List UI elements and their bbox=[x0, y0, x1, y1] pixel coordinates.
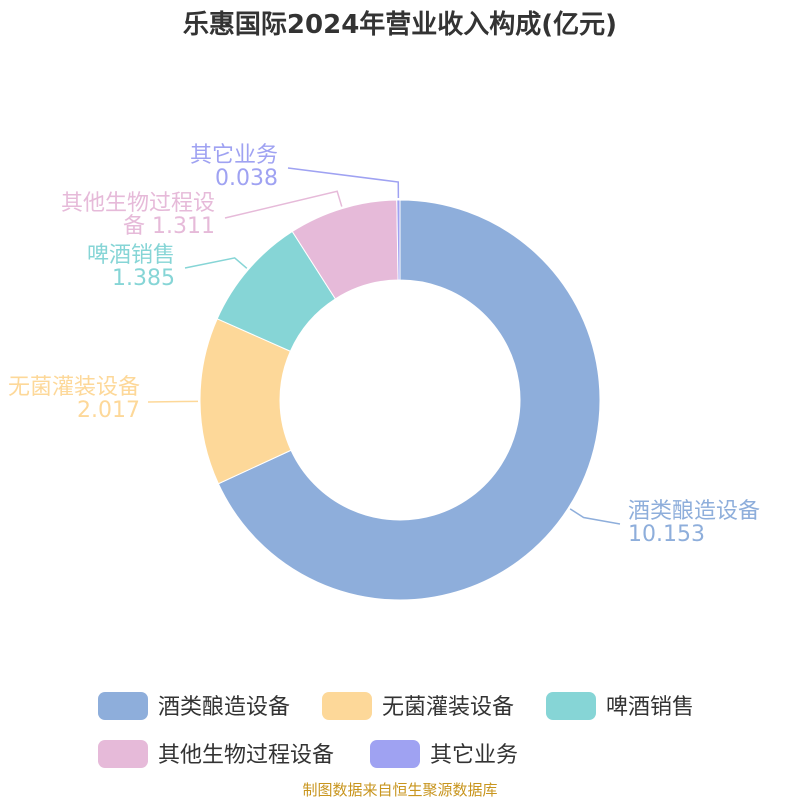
slice-3-label-value: 1.385 bbox=[112, 266, 175, 291]
legend-swatch bbox=[322, 692, 372, 720]
legend-label: 无菌灌装设备 bbox=[382, 695, 514, 720]
chart-title: 乐惠国际2024年营业收入构成(亿元) bbox=[183, 9, 617, 40]
legend-label: 啤酒销售 bbox=[606, 695, 694, 720]
slice-5-label-name: 其它业务 bbox=[190, 143, 278, 168]
slice-1-label-value: 10.153 bbox=[628, 522, 705, 547]
slice-2-leader-line bbox=[147, 400, 199, 403]
slice-1-label-name: 酒类酿造设备 bbox=[628, 499, 760, 524]
slice-1-arc bbox=[217, 199, 601, 601]
slice-4-label-value: 备 1.311 bbox=[123, 214, 215, 239]
legend-item-1[interactable]: 酒类酿造设备 bbox=[98, 692, 290, 720]
legend-item-3[interactable]: 啤酒销售 bbox=[546, 692, 694, 720]
slice-4-label-name: 其他生物过程设 bbox=[61, 191, 215, 216]
slice-4-leader-line bbox=[224, 190, 343, 219]
slice-5-arc bbox=[396, 199, 401, 281]
legend-label: 其它业务 bbox=[430, 743, 518, 768]
slices-group bbox=[199, 199, 601, 601]
slice-2-label-name: 无菌灌装设备 bbox=[8, 375, 140, 400]
slice-3-leader-line bbox=[184, 257, 248, 269]
legend-swatch bbox=[546, 692, 596, 720]
data-source-note: 制图数据来自恒生聚源数据库 bbox=[302, 781, 497, 799]
legend-item-2[interactable]: 无菌灌装设备 bbox=[322, 692, 514, 720]
legend-item-5[interactable]: 其它业务 bbox=[370, 740, 518, 768]
legend-swatch bbox=[98, 740, 148, 768]
legend-swatch bbox=[370, 740, 420, 768]
slice-1-leader-line bbox=[569, 508, 621, 525]
legend-swatch bbox=[98, 692, 148, 720]
slice-3-label-name: 啤酒销售 bbox=[87, 243, 175, 268]
legend-label: 其他生物过程设备 bbox=[158, 743, 334, 768]
slice-5-label-value: 0.038 bbox=[215, 166, 278, 191]
slice-2-label-value: 2.017 bbox=[77, 398, 140, 423]
legend-label: 酒类酿造设备 bbox=[158, 695, 290, 720]
slice-5-leader-line bbox=[287, 167, 400, 199]
legend-item-4[interactable]: 其他生物过程设备 bbox=[98, 740, 334, 768]
